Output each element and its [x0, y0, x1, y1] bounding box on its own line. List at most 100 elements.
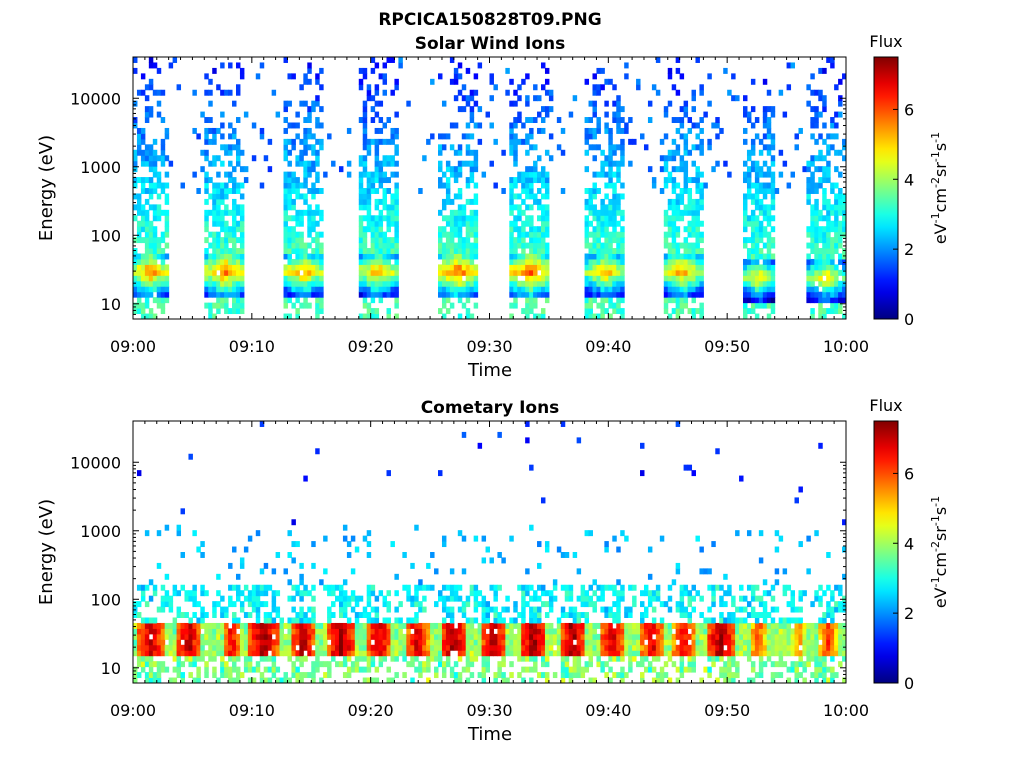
data-cell	[683, 275, 689, 282]
data-cell	[327, 628, 332, 635]
data-cell	[576, 617, 582, 624]
data-cell	[319, 269, 324, 276]
data-cell	[612, 144, 617, 151]
data-cell	[699, 633, 704, 640]
data-cell	[675, 628, 681, 635]
data-cell	[331, 612, 336, 618]
data-cell	[568, 590, 574, 597]
data-cell	[723, 677, 728, 684]
data-cell	[754, 198, 760, 205]
data-cell	[762, 215, 768, 222]
data-cell	[592, 280, 597, 287]
data-cell	[842, 204, 847, 211]
data-cell	[683, 226, 689, 233]
data-cell	[382, 275, 388, 282]
data-cell	[525, 242, 530, 249]
data-cell	[370, 258, 376, 265]
data-cell	[533, 655, 538, 662]
data-cell	[750, 106, 756, 113]
data-cell	[604, 650, 609, 657]
data-cell	[449, 590, 455, 597]
data-cell	[596, 291, 601, 298]
data-cell	[655, 650, 661, 657]
data-cell	[659, 650, 665, 657]
data-cell	[239, 226, 245, 233]
data-cell	[216, 622, 221, 629]
data-cell	[699, 248, 704, 254]
data-cell	[473, 601, 479, 608]
data-cell	[445, 661, 451, 668]
data-cell	[643, 606, 649, 613]
data-cell	[620, 209, 625, 216]
data-cell	[295, 617, 300, 624]
data-cell	[346, 633, 352, 640]
data-cell	[160, 584, 166, 591]
data-cell	[715, 133, 720, 140]
data-cell	[140, 237, 146, 244]
data-cell	[295, 313, 300, 320]
data-cell	[770, 155, 776, 162]
data-cell	[279, 650, 285, 657]
data-cell	[172, 644, 178, 651]
data-cell	[148, 242, 154, 249]
data-cell	[140, 275, 146, 282]
data-cell	[374, 188, 380, 194]
data-cell	[552, 672, 558, 679]
data-cell	[299, 258, 304, 265]
data-cell	[342, 655, 348, 662]
data-cell	[612, 149, 617, 156]
data-cell	[525, 253, 530, 260]
data-cell	[216, 253, 221, 260]
data-cell	[477, 601, 483, 608]
data-cell	[208, 302, 213, 309]
data-cell	[754, 644, 760, 651]
data-cell	[762, 617, 768, 624]
data-cell	[624, 650, 629, 657]
data-cell	[544, 182, 550, 189]
data-cell	[441, 269, 447, 276]
data-cell	[140, 308, 146, 315]
data-cell	[754, 269, 760, 276]
data-cell	[754, 231, 760, 238]
data-cell	[655, 639, 661, 646]
data-cell	[295, 231, 300, 238]
data-cell	[235, 650, 241, 657]
data-cell	[382, 242, 388, 249]
data-cell	[449, 231, 455, 238]
data-cell	[259, 633, 265, 640]
data-cell	[315, 95, 320, 102]
data-cell	[291, 242, 296, 249]
data-cell	[699, 308, 704, 315]
data-cell	[311, 622, 316, 629]
data-cell	[834, 308, 839, 315]
data-cell	[370, 606, 376, 613]
data-cell	[140, 258, 146, 265]
data-cell	[525, 601, 530, 608]
data-cell	[517, 264, 522, 271]
data-cell	[770, 672, 776, 679]
data-cell	[224, 644, 229, 651]
data-cell	[667, 226, 673, 233]
data-cell	[810, 160, 815, 167]
data-cell	[758, 171, 764, 178]
colorbar-title: Flux	[869, 32, 902, 51]
data-cell	[192, 633, 197, 640]
data-cell	[192, 644, 197, 651]
data-cell	[834, 302, 839, 309]
data-cell	[358, 242, 364, 249]
data-cell	[382, 280, 388, 287]
data-cell	[616, 204, 621, 211]
data-cell	[758, 269, 764, 276]
data-cell	[568, 644, 574, 651]
data-cell	[362, 639, 368, 646]
data-cell	[818, 89, 823, 96]
data-cell	[715, 633, 720, 640]
data-cell	[295, 253, 300, 260]
data-cell	[608, 231, 613, 238]
data-cell	[469, 248, 475, 254]
data-cell	[327, 617, 332, 624]
data-cell	[362, 117, 368, 123]
data-cell	[529, 644, 534, 651]
data-cell	[529, 177, 534, 184]
data-cell	[616, 639, 621, 646]
